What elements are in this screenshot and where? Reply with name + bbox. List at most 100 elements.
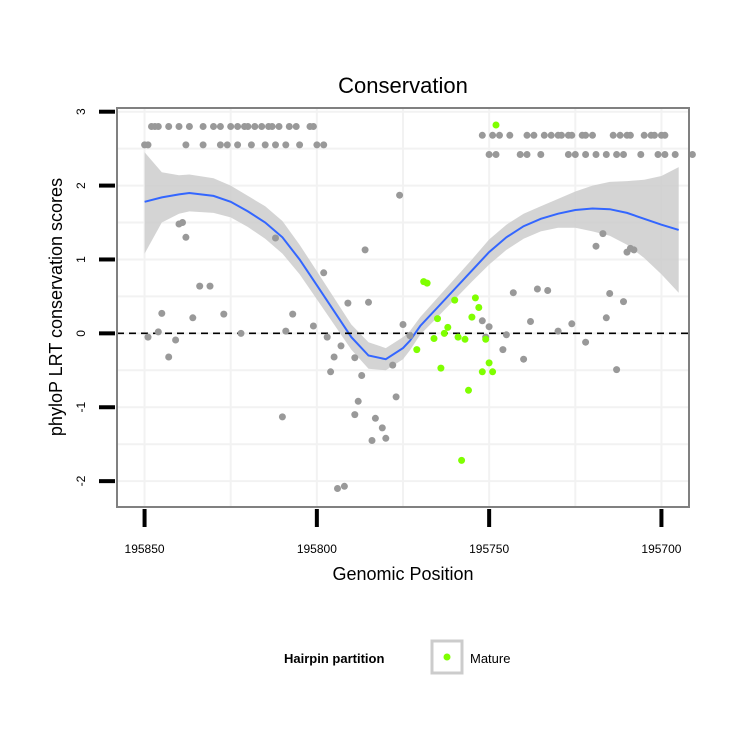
y-tick-label: -1 xyxy=(74,402,88,413)
other-point xyxy=(334,485,341,492)
other-point xyxy=(199,141,207,149)
y-axis-title: phyloP LRT conservation scores xyxy=(46,178,66,436)
other-point xyxy=(637,151,645,158)
other-point xyxy=(330,353,338,361)
other-point xyxy=(237,329,245,337)
other-point xyxy=(165,123,173,130)
other-point xyxy=(282,141,290,149)
other-point xyxy=(251,123,259,130)
other-point xyxy=(558,131,565,139)
other-point xyxy=(354,397,362,405)
other-point xyxy=(620,151,627,158)
other-point xyxy=(399,321,407,328)
other-point xyxy=(582,338,590,346)
other-point xyxy=(179,219,186,226)
other-point xyxy=(182,141,190,149)
other-point xyxy=(313,141,321,149)
other-point xyxy=(158,309,166,317)
other-point xyxy=(478,131,486,139)
mature-point xyxy=(492,121,500,129)
confidence-band xyxy=(144,152,679,371)
x-tick-label: 195850 xyxy=(125,542,165,556)
other-point xyxy=(609,131,617,139)
other-point xyxy=(268,123,276,130)
other-point xyxy=(351,354,359,362)
other-point xyxy=(502,331,510,339)
x-tick-label: 195800 xyxy=(297,542,337,556)
other-point xyxy=(172,336,180,344)
other-point xyxy=(320,141,328,149)
y-tick-label: 0 xyxy=(74,330,88,337)
other-point xyxy=(344,299,352,307)
other-point xyxy=(688,151,696,158)
other-point xyxy=(389,361,397,369)
other-point xyxy=(478,317,486,325)
other-point xyxy=(261,141,269,149)
other-point xyxy=(220,310,228,318)
other-point xyxy=(234,141,242,149)
other-point xyxy=(520,355,528,363)
other-point xyxy=(382,434,390,442)
other-point xyxy=(568,131,576,139)
other-point xyxy=(582,151,590,158)
panel-border xyxy=(116,107,690,508)
other-point xyxy=(144,141,152,149)
other-point xyxy=(606,290,614,297)
other-point xyxy=(272,141,279,149)
other-point xyxy=(523,151,531,158)
mature-point xyxy=(471,294,479,302)
other-point xyxy=(323,333,331,341)
y-tick-label: 2 xyxy=(74,182,88,189)
other-point xyxy=(527,318,534,325)
mature-point xyxy=(485,359,493,367)
other-point xyxy=(223,141,231,149)
other-point xyxy=(533,285,541,293)
smooth-fit-line xyxy=(144,191,679,361)
other-point xyxy=(661,131,669,139)
other-point xyxy=(165,353,173,361)
other-point xyxy=(616,131,624,139)
other-point xyxy=(661,151,669,158)
mature-point xyxy=(478,368,486,376)
confidence-band-layer xyxy=(144,152,679,371)
other-point xyxy=(630,246,638,254)
mature-point xyxy=(451,296,459,304)
other-point xyxy=(272,234,279,242)
mature-point xyxy=(482,335,490,343)
other-point xyxy=(282,327,290,335)
mature-point xyxy=(434,315,441,323)
other-point xyxy=(368,437,376,444)
x-tick-label: 195700 xyxy=(641,542,681,556)
other-point xyxy=(216,123,224,130)
other-point xyxy=(244,123,252,130)
other-point xyxy=(613,151,621,158)
other-point xyxy=(175,123,183,130)
other-point xyxy=(582,131,590,139)
other-point xyxy=(499,346,507,354)
other-point xyxy=(371,414,379,422)
other-point xyxy=(406,332,414,340)
axes: 195850 195800 195750 195700 -2 -1 0 1 2 3 xyxy=(74,108,682,556)
other-point xyxy=(216,141,224,149)
other-point xyxy=(144,333,152,341)
mature-point xyxy=(461,335,469,343)
other-point xyxy=(568,320,576,328)
other-point xyxy=(509,289,517,297)
other-point xyxy=(547,131,555,139)
other-point xyxy=(365,298,372,306)
other-point xyxy=(496,131,503,139)
x-axis-title: Genomic Position xyxy=(332,564,473,584)
other-point xyxy=(296,141,304,149)
other-point xyxy=(613,366,621,374)
other-point xyxy=(492,151,500,158)
grid-lines xyxy=(117,108,689,507)
other-point xyxy=(544,287,552,294)
other-point xyxy=(654,151,662,158)
other-point xyxy=(258,123,266,130)
other-point xyxy=(189,314,197,322)
other-point xyxy=(640,131,648,139)
other-point xyxy=(392,393,400,401)
other-point xyxy=(530,131,538,139)
mature-point xyxy=(475,304,483,311)
other-point xyxy=(599,230,607,238)
